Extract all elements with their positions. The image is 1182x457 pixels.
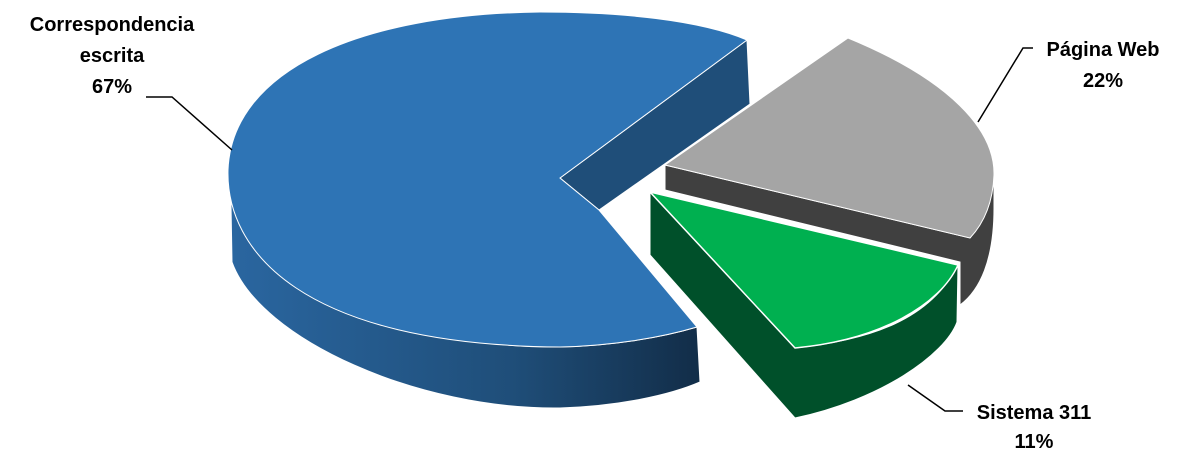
- pie-slice-sistema-311-top: [647, 190, 960, 349]
- pie-slice-correspondencia: [227, 11, 751, 409]
- leader-line-sistema-311: [907, 384, 963, 412]
- pie-slice-correspondencia-top: [227, 11, 749, 348]
- leader-line-pagina-web: [977, 47, 1033, 123]
- pie-slice-sistema-311: [647, 190, 960, 419]
- label-pagina-web-percent: 22%: [1083, 70, 1123, 92]
- pie-slice-pagina-web: [663, 37, 995, 307]
- label-sistema-311-name: Sistema 311: [977, 402, 1092, 424]
- label-correspondencia-line1: Correspondencia: [30, 14, 195, 36]
- label-correspondencia-percent: 67%: [92, 76, 132, 98]
- leader-line-correspondencia: [146, 96, 233, 151]
- label-sistema-311-percent: 11%: [1015, 431, 1054, 452]
- pie-slice-pagina-web-top: [663, 37, 995, 239]
- label-correspondencia-line2: escrita: [80, 45, 145, 67]
- label-pagina-web-name: Página Web: [1047, 39, 1160, 61]
